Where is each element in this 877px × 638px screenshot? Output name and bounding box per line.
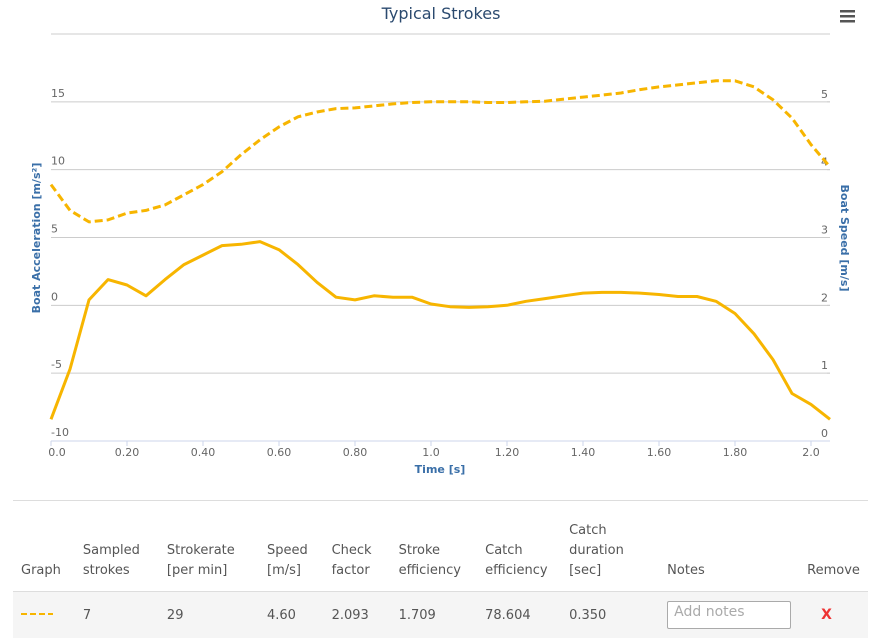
y2-axis-title: Boat Speed [m/s]: [838, 185, 851, 292]
table-cell: 2.093: [324, 592, 391, 638]
y2-tick-label: 3: [821, 224, 828, 237]
column-header: Notes: [659, 501, 799, 592]
table-cell: 0.350: [561, 592, 659, 638]
menu-bar[interactable]: [840, 15, 855, 18]
x-tick-label: 1.60: [647, 446, 672, 459]
line: [51, 242, 830, 420]
y-tick-label: 5: [51, 223, 58, 236]
y-tick-label: -5: [51, 358, 62, 371]
x-tick-label: 1.40: [571, 446, 596, 459]
table-cell: 1.709: [391, 592, 478, 638]
x-tick-label: 1.80: [723, 446, 748, 459]
table-cell: 29: [159, 592, 259, 638]
y-axis-title: Boat Acceleration [m/s²]: [30, 163, 43, 314]
column-header: Check factor: [324, 501, 391, 592]
column-header: Sampled strokes: [75, 501, 159, 592]
notes-input[interactable]: Add notes: [667, 601, 791, 629]
y-tick-label: 15: [51, 87, 65, 100]
chart-title: Typical Strokes: [381, 4, 501, 23]
column-header: Speed [m/s]: [259, 501, 324, 592]
x-axis-title: Time [s]: [415, 463, 466, 476]
x-tick-label: 1.20: [495, 446, 520, 459]
x-tick-label: 2.0: [802, 446, 820, 459]
column-header: Catch duration [sec]: [561, 501, 659, 592]
x-tick-label: 1.0: [422, 446, 440, 459]
y2-tick-label: 1: [821, 359, 828, 372]
y2-tick-label: 2: [821, 291, 828, 304]
x-tick-label: 0.40: [191, 446, 216, 459]
table-cell: 78.604: [477, 592, 561, 638]
menu-icon[interactable]: [840, 10, 855, 23]
x-tick-label: 0.60: [267, 446, 292, 459]
y2-tick-label: 5: [821, 88, 828, 101]
page: Typical Strokes Time [s] Boat Accelerati…: [0, 0, 877, 614]
x-tick-label: 0.0: [48, 446, 66, 459]
menu-bar[interactable]: [840, 20, 855, 23]
x-tick-label: 0.20: [115, 446, 140, 459]
x-tick-label: 0.80: [343, 446, 368, 459]
column-header: Strokerate [per min]: [159, 501, 259, 592]
column-header: Catch efficiency: [477, 501, 561, 592]
graph-cell: [13, 592, 75, 638]
notes-cell: Add notes: [659, 592, 799, 638]
y-tick-label: -10: [51, 426, 69, 439]
y-tick-label: 0: [51, 290, 58, 303]
column-header: Graph: [13, 501, 75, 592]
table-cell: 7: [75, 592, 159, 638]
y2-tick-label: 0: [821, 427, 828, 440]
remove-cell: X: [799, 592, 868, 638]
column-header: Remove: [799, 501, 868, 592]
table-cell: 4.60: [259, 592, 324, 638]
remove-button[interactable]: X: [807, 607, 832, 623]
chart: Typical Strokes Time [s] Boat Accelerati…: [0, 0, 877, 490]
column-header: Stroke efficiency: [391, 501, 478, 592]
y-tick-label: 10: [51, 155, 65, 168]
menu-bar[interactable]: [840, 10, 855, 13]
